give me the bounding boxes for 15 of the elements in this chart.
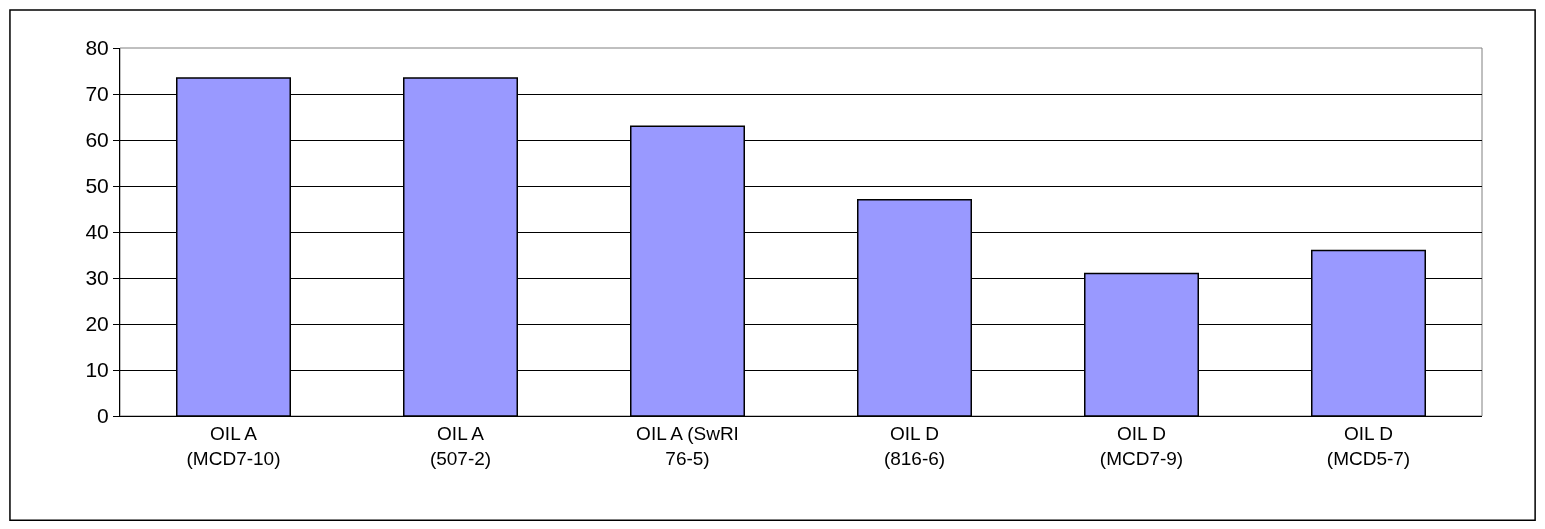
x-tick-label: OIL A (SwRI 76-5) xyxy=(636,422,739,469)
y-tick-label: 50 xyxy=(85,174,109,198)
y-tick-label: 80 xyxy=(85,36,109,60)
y-tick-label: 30 xyxy=(85,266,109,290)
x-tick-label: OIL A (MCD7-10) xyxy=(186,422,281,469)
y-tick-label: 20 xyxy=(85,312,109,336)
x-tick-label: OIL D (MCD7-9) xyxy=(1099,422,1184,469)
y-tick-label: 0 xyxy=(97,404,109,428)
x-tick-label: OIL D (MCD5-7) xyxy=(1326,422,1411,469)
y-tick-label: 40 xyxy=(85,220,109,244)
y-tick-label: 10 xyxy=(85,358,109,382)
y-tick-label: 60 xyxy=(85,128,109,152)
y-tick-label: 70 xyxy=(85,82,109,106)
x-tick-label: OIL D (816-6) xyxy=(883,422,946,469)
x-tick-label: OIL A (507-2) xyxy=(429,422,492,469)
